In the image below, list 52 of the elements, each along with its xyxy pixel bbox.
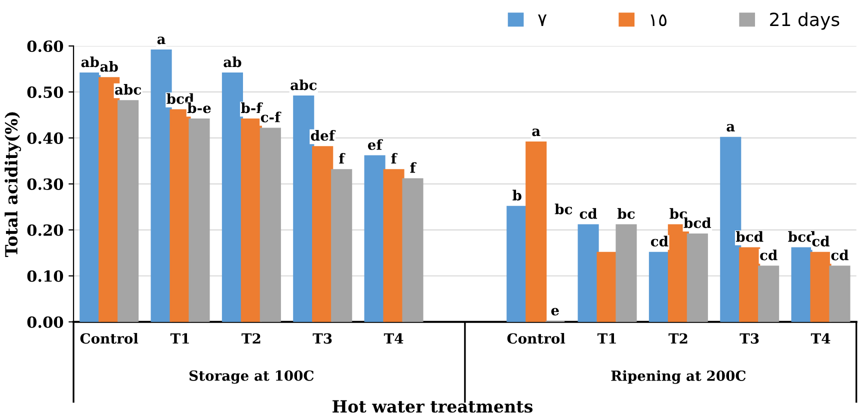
text: Storage at 100C [190, 370, 314, 384]
x-tick-label: T3 [312, 333, 332, 344]
data-label: ab [224, 56, 242, 68]
data-label: ef [368, 139, 383, 150]
y-tick-label: 0.30 [27, 178, 64, 190]
legend-label: ٧ [538, 14, 547, 26]
data-label: f [410, 162, 416, 173]
x-tick-label: Control [80, 332, 138, 344]
x-tick-label: T4 [810, 333, 830, 344]
data-label: abc [290, 79, 317, 90]
data-label: ab [81, 56, 99, 68]
y-tick-label: 0.00 [27, 316, 64, 328]
data-label: abc [115, 84, 142, 95]
x-tick-label: T2 [242, 333, 260, 344]
data-label: a [726, 124, 735, 132]
x-axis-title: Hot water treatments [332, 400, 533, 413]
text: Ripening at 200C [611, 370, 746, 384]
x-tick-label: T1 [170, 333, 189, 344]
y-tick-label: 0.10 [27, 270, 64, 282]
data-label: bcd [736, 231, 764, 242]
x-tick-label: T1 [597, 333, 616, 344]
x-tick-label: T2 [668, 333, 688, 344]
y-axis-title: Total acidity(%) [4, 112, 22, 257]
data-label: f [339, 153, 346, 164]
data-label: bc [617, 208, 635, 219]
data-label: a [532, 128, 540, 136]
y-tick-label: 0.20 [27, 224, 64, 236]
annotation: bc [554, 204, 572, 214]
data-label: f [391, 153, 398, 164]
data-label: cd [812, 236, 830, 247]
data-label: cd [831, 250, 849, 260]
data-label: bc [670, 208, 687, 219]
y-tick-label: 0.40 [27, 132, 64, 144]
data-label: ab [100, 61, 118, 72]
data-label: b-e [187, 102, 211, 114]
x-tick-label: T3 [740, 333, 759, 344]
data-label: c-f [260, 112, 282, 122]
data-label: def [310, 130, 336, 141]
data-label: cd [650, 236, 668, 247]
x-tick-label: Control [507, 332, 566, 344]
legend-label: 21 days [770, 12, 840, 30]
data-label: b [512, 190, 522, 201]
data-label: a [157, 36, 166, 44]
data-label: bcd [684, 217, 712, 228]
data-label: e [551, 308, 559, 316]
data-label: cd [760, 250, 778, 260]
x-tick-label: T4 [384, 333, 404, 344]
y-tick-label: 0.50 [27, 86, 64, 98]
data-label: b-f [241, 102, 263, 114]
legend-label: ١٥ [650, 14, 666, 26]
data-label: cd [580, 208, 598, 219]
y-tick-label: 0.60 [27, 40, 64, 52]
